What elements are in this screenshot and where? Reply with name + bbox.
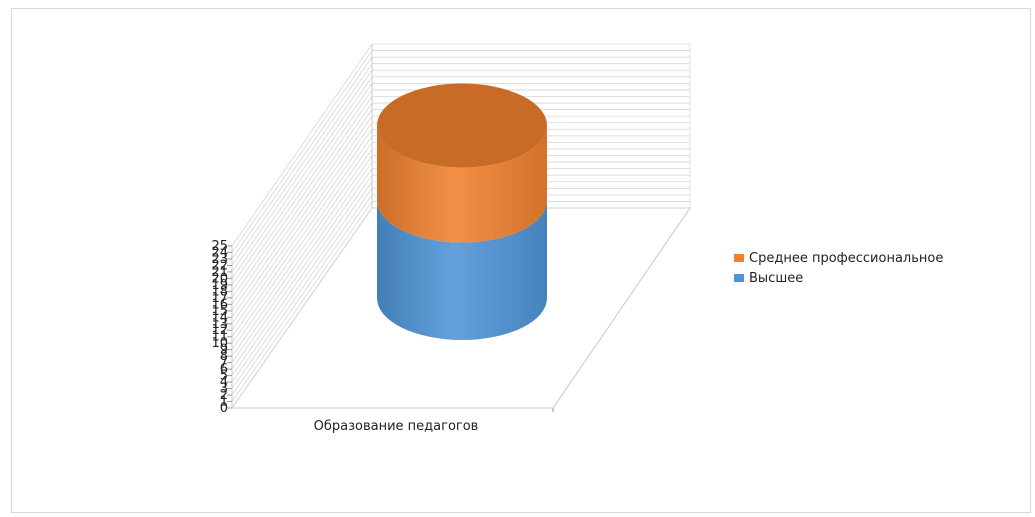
y-tick-label: 7 xyxy=(220,356,228,371)
bar-higher-side xyxy=(377,200,547,340)
side-gridline xyxy=(231,109,373,312)
y-tick-label: 9 xyxy=(220,343,228,358)
side-gridline xyxy=(231,122,373,324)
bar-top-cap xyxy=(377,83,547,168)
side-gridline xyxy=(231,50,373,253)
side-gridline xyxy=(231,115,373,318)
side-gridline xyxy=(231,135,373,337)
side-gridline xyxy=(231,188,373,389)
y-tick-label: 15 xyxy=(211,304,228,319)
side-gridline xyxy=(231,43,373,247)
side-gridline xyxy=(231,56,373,260)
y-tick-label: 2 xyxy=(220,388,228,403)
bars xyxy=(377,83,547,340)
side-gridline xyxy=(231,174,373,376)
y-tick-label: 10 xyxy=(211,336,228,351)
y-tick-label: 19 xyxy=(211,278,228,293)
side-gridline xyxy=(231,70,373,273)
y-tick-label: 22 xyxy=(211,258,228,273)
legend-label-secondary: Среднее профессиональное xyxy=(749,250,944,266)
y-tick-label: 17 xyxy=(211,291,228,306)
side-gridline xyxy=(231,83,373,286)
y-tick-label: 18 xyxy=(211,284,228,299)
side-gridline xyxy=(231,102,373,305)
side-gridline xyxy=(231,181,373,383)
y-tick-label: 21 xyxy=(211,265,228,280)
side-gridline xyxy=(231,161,373,363)
side-gridline xyxy=(231,148,373,350)
y-tick-label: 14 xyxy=(211,310,228,325)
side-gridline xyxy=(231,155,373,357)
legend: Среднее профессиональное Высшее xyxy=(734,248,943,288)
y-axis: 0123456789101112131415161718192021222324… xyxy=(211,239,554,416)
legend-item-higher: Высшее xyxy=(734,268,943,288)
side-gridline xyxy=(231,168,373,370)
side-gridline xyxy=(231,201,373,402)
y-tick-label: 11 xyxy=(211,330,228,345)
y-tick-label: 0 xyxy=(220,401,228,416)
side-gridline xyxy=(231,76,373,279)
side-gridline xyxy=(231,142,373,344)
y-tick-label: 8 xyxy=(220,349,228,364)
y-tick-label: 3 xyxy=(220,382,228,397)
legend-label-higher: Высшее xyxy=(749,270,804,286)
y-tick-label: 13 xyxy=(211,317,228,332)
x-category-label: Образование педагогов xyxy=(314,419,479,434)
legend-swatch-secondary xyxy=(734,254,744,262)
side-gridline xyxy=(231,89,373,292)
y-tick-label: 20 xyxy=(211,271,228,286)
y-tick-label: 6 xyxy=(220,362,228,377)
y-tick-label: 23 xyxy=(211,252,228,267)
side-gridline xyxy=(231,129,373,331)
side-gridline xyxy=(231,63,373,266)
y-tick-label: 24 xyxy=(211,245,228,260)
legend-swatch-higher xyxy=(734,274,744,282)
bar-secondary-side xyxy=(377,125,547,243)
side-gridline xyxy=(231,96,373,299)
y-tick-label: 12 xyxy=(211,323,228,338)
y-tick-label: 25 xyxy=(211,239,228,254)
side-gridline xyxy=(231,194,373,396)
y-tick-label: 1 xyxy=(220,395,228,410)
y-tick-label: 4 xyxy=(220,375,228,390)
legend-item-secondary: Среднее профессиональное xyxy=(734,248,943,268)
y-tick-label: 16 xyxy=(211,297,228,312)
side-gridline xyxy=(231,207,373,409)
y-tick-label: 5 xyxy=(220,369,228,384)
